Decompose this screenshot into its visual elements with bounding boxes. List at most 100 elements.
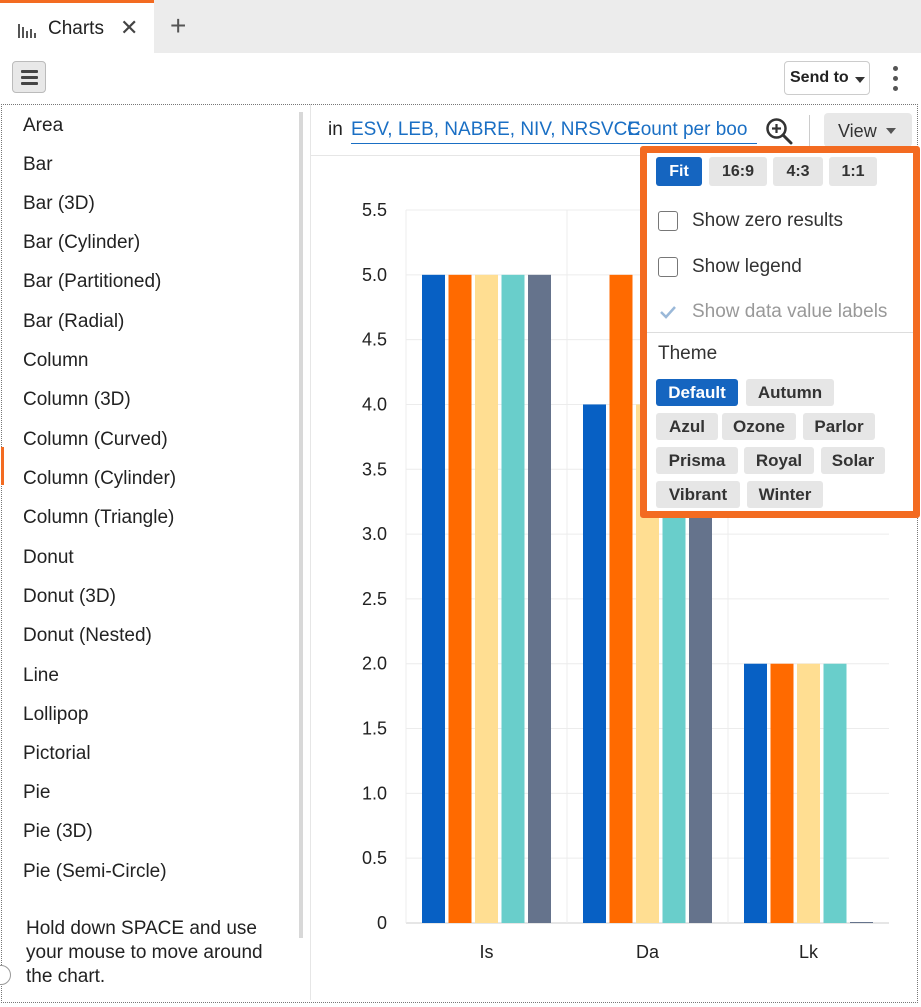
y-tick-label: 4.0 (362, 394, 387, 414)
selected-indicator (1, 447, 4, 485)
chart-type-item[interactable]: Bar (Cylinder) (23, 232, 141, 253)
bar[interactable] (823, 663, 847, 923)
y-tick-label: 2.5 (362, 589, 387, 609)
chart-type-item[interactable]: Line (23, 665, 59, 686)
theme-prisma-button[interactable]: Prisma (656, 447, 738, 474)
chart-type-list: Hold down SPACE and use your mouse to mo… (0, 105, 300, 1000)
chart-type-item[interactable]: Column (Triangle) (23, 507, 175, 528)
bar[interactable] (850, 922, 873, 923)
content-frame (1, 104, 918, 1003)
panel-splitter[interactable] (299, 112, 303, 938)
chevron-down-icon (886, 128, 896, 134)
chart-type-item[interactable]: Pictorial (23, 743, 91, 764)
chart-type-item[interactable]: Column (3D) (23, 389, 131, 410)
zoom-in-icon[interactable] (765, 117, 793, 145)
theme-ozone-button[interactable]: Ozone (722, 413, 796, 440)
more-options-icon[interactable] (892, 66, 900, 92)
bar[interactable] (501, 274, 525, 923)
translations-link[interactable]: ESV, LEB, NABRE, NIV, NRSVCE (351, 119, 640, 144)
theme-azul-button[interactable]: Azul (656, 413, 718, 440)
x-tick-label: Da (636, 942, 660, 962)
theme-parlor-button[interactable]: Parlor (803, 413, 875, 440)
theme-solar-button[interactable]: Solar (821, 447, 885, 474)
chart-type-item[interactable]: Column (Cylinder) (23, 468, 177, 489)
close-icon[interactable]: ✕ (120, 15, 139, 40)
theme-title: Theme (658, 343, 718, 364)
chart-type-item[interactable]: Donut (3D) (23, 586, 116, 607)
theme-royal-button[interactable]: Royal (744, 447, 814, 474)
hamburger-icon-bar (21, 76, 38, 79)
hamburger-icon-bar (21, 82, 38, 85)
y-tick-label: 3.5 (362, 459, 387, 479)
y-tick-label: 2.0 (362, 654, 387, 674)
bar[interactable] (797, 663, 820, 923)
show-legend-label: Show legend (692, 256, 802, 277)
chart-type-item[interactable]: Bar (3D) (23, 193, 95, 214)
chart-type-item[interactable]: Bar (23, 154, 53, 175)
chart-type-item[interactable]: Pie (23, 782, 51, 803)
tab-title: Charts (48, 18, 104, 39)
aspect-option-Fit[interactable]: Fit (656, 157, 702, 186)
y-tick-label: 4.5 (362, 330, 387, 350)
show-legend-checkbox[interactable] (658, 257, 678, 277)
chart-type-item[interactable]: Donut (23, 547, 74, 568)
view-button[interactable]: View (824, 113, 912, 147)
toolbar-separator (809, 115, 810, 147)
chart-type-item[interactable]: Column (23, 350, 89, 371)
in-label: in (328, 119, 343, 140)
aspect-option-16-9[interactable]: 16:9 (709, 157, 767, 186)
bar[interactable] (744, 663, 767, 923)
theme-winter-button[interactable]: Winter (747, 481, 823, 508)
bar[interactable] (689, 404, 712, 923)
checkmark-icon (660, 306, 676, 319)
measure-link[interactable]: Count per boo (627, 119, 757, 144)
toolbar: Send to (0, 53, 921, 103)
aspect-option-4-3[interactable]: 4:3 (773, 157, 823, 186)
hamburger-icon (21, 70, 38, 73)
plus-icon[interactable]: + (170, 10, 187, 41)
bar[interactable] (636, 404, 659, 923)
x-tick-label: Lk (799, 942, 819, 962)
chart-type-item[interactable]: Bar (Radial) (23, 311, 125, 332)
bar[interactable] (662, 404, 686, 923)
view-label: View (838, 121, 877, 141)
chart-type-item[interactable]: Bar (Partitioned) (23, 271, 162, 292)
show-zero-results-label: Show zero results (692, 210, 844, 231)
bar[interactable] (475, 274, 498, 923)
bar[interactable] (422, 274, 445, 923)
bar[interactable] (609, 274, 633, 923)
chart-type-item[interactable]: Area (23, 115, 64, 136)
x-tick-label: Is (479, 942, 493, 962)
aspect-option-1-1[interactable]: 1:1 (829, 157, 877, 186)
y-tick-label: 0.5 (362, 848, 387, 868)
view-options-popup: Show zero results Show legend Show data … (640, 146, 920, 518)
y-tick-label: 1.0 (362, 783, 387, 803)
chevron-down-icon (855, 77, 865, 83)
bar-chart-icon (18, 24, 36, 38)
theme-vibrant-button[interactable]: Vibrant (656, 481, 740, 508)
help-text: Hold down SPACE and use your mouse to mo… (26, 918, 263, 987)
bar[interactable] (448, 274, 472, 923)
chart-type-item[interactable]: Donut (Nested) (23, 625, 152, 646)
y-tick-label: 3.0 (362, 524, 387, 544)
show-zero-results-checkbox[interactable] (658, 211, 678, 231)
tab-bar: Charts ✕ + (0, 0, 921, 53)
bar[interactable] (528, 274, 551, 923)
y-tick-label: 5.0 (362, 265, 387, 285)
hamburger-menu-button[interactable] (12, 61, 46, 93)
tab-charts[interactable]: Charts ✕ (0, 0, 154, 53)
send-to-button[interactable]: Send to (784, 61, 870, 95)
chart-type-item[interactable]: Lollipop (23, 704, 89, 725)
theme-default-button[interactable]: Default (656, 379, 738, 406)
chart-type-item[interactable]: Pie (Semi-Circle) (23, 861, 167, 882)
theme-autumn-button[interactable]: Autumn (746, 379, 834, 406)
bar[interactable] (770, 663, 794, 923)
bar[interactable] (583, 404, 606, 923)
show-data-value-labels-label: Show data value labels (692, 301, 888, 322)
y-tick-label: 1.5 (362, 719, 387, 739)
column-chart[interactable]: 0 0.5 1.0 1.5 2.0 2.5 3.0 3.5 4.0 4.5 5.0 5.5 Is Da Lk (311, 156, 918, 999)
chart-type-item[interactable]: Column (Curved) (23, 429, 168, 450)
chart-type-item[interactable]: Pie (3D) (23, 821, 93, 842)
send-to-label: Send to (790, 69, 849, 86)
y-tick-label: 5.5 (362, 200, 387, 220)
